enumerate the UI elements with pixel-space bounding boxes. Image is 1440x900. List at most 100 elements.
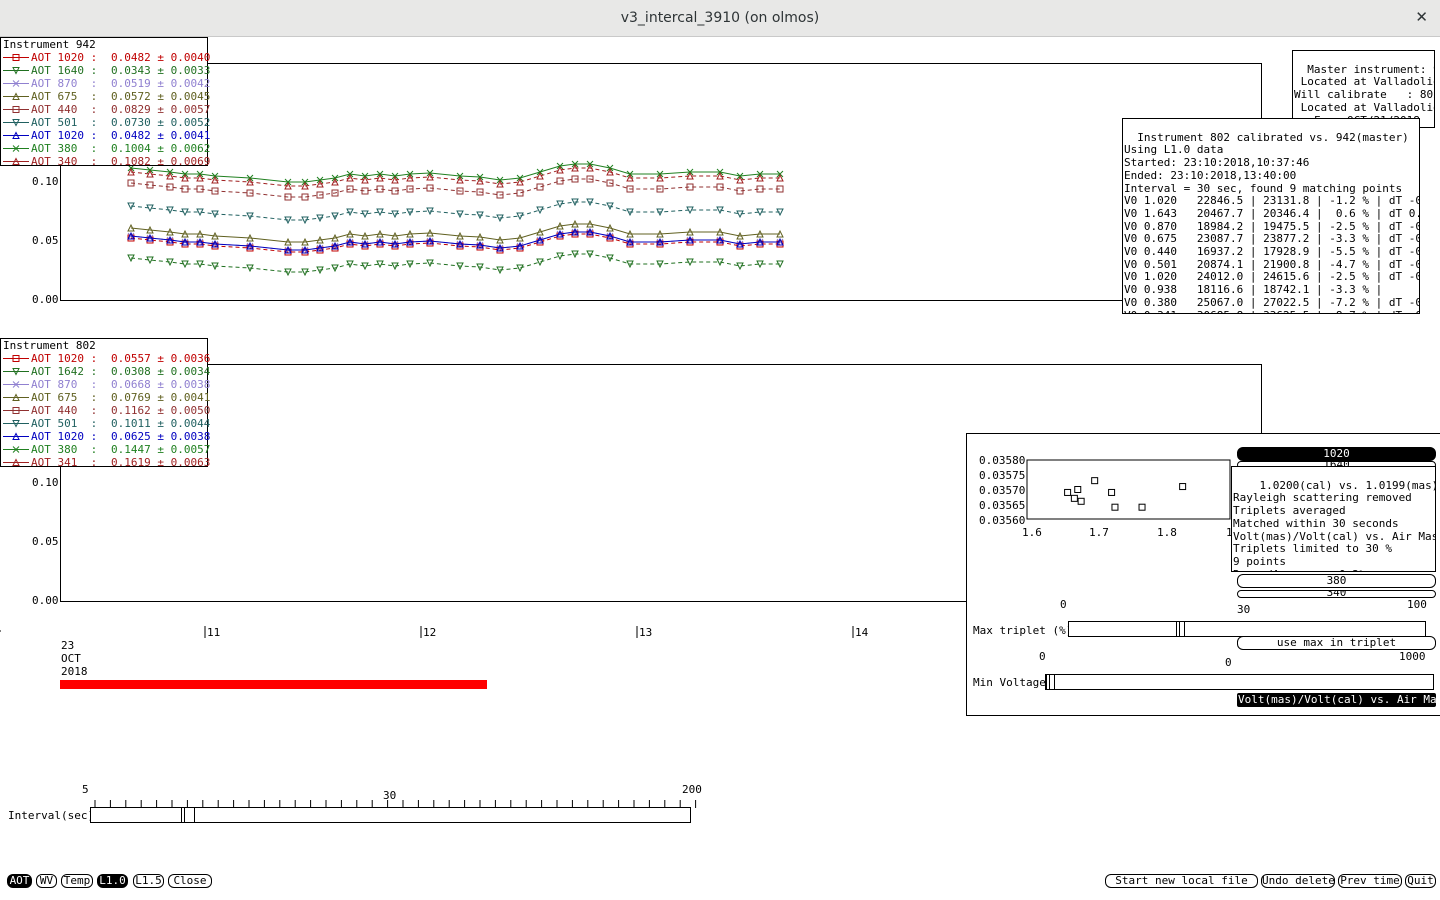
max-triplet-slider-handle[interactable] [1175,622,1185,636]
time-tick-14: 14 [855,626,869,639]
top-series-point [776,208,784,217]
channel-380-button[interactable]: 380 [1237,574,1436,588]
close-button[interactable]: Close [168,874,212,888]
top-series-point [516,264,524,273]
top-series-point [756,260,764,269]
top-series-point [536,258,544,267]
scatter-point[interactable] [1179,483,1187,491]
interval-slider-handle[interactable] [180,808,195,822]
top-series-point [146,225,154,234]
time-tick-11: 11 [207,626,221,639]
top-series-point [127,231,135,240]
top-series-point [211,187,219,195]
top-series-point [331,189,339,197]
scatter-point[interactable] [1108,488,1116,496]
top-series-point [716,183,724,191]
top-series-point [496,214,504,223]
top-series-point [656,229,664,238]
channel-1020-button[interactable]: 1020 [1237,447,1436,461]
bottom-legend-marker [12,420,20,428]
time-selection-bar[interactable] [60,680,487,689]
min-voltage-slider[interactable] [1045,674,1434,690]
top-series-point [181,260,189,269]
scatter-point[interactable] [1064,488,1072,496]
scatter-point[interactable] [1077,497,1085,505]
top-series-point [346,237,354,246]
l10-button[interactable]: L1.0 [97,874,128,888]
top-series-point [284,193,292,201]
top-series-point [316,214,324,223]
use-max-in-triplet-button[interactable]: use max in triplet [1237,636,1436,650]
top-series-point [776,229,784,238]
calibration-summary-box: Instrument 802 calibrated vs. 942(master… [1122,118,1420,314]
scatter-point[interactable] [1091,477,1099,485]
temp-button[interactable]: Temp [61,874,93,888]
top-legend-marker [12,92,20,100]
top-series-line [130,201,780,221]
bottom-legend-entry: AOT 380 : 0.1447 ± 0.0057 [1,443,210,456]
top-series-point [361,262,369,271]
aot-button[interactable]: AOT [7,874,32,888]
top-series-point [181,173,189,182]
top-legend-value: 0.0572 ± 0.0045 [111,90,211,103]
top-series-point [246,212,254,221]
top-series-point [284,181,292,190]
channel-340-button[interactable]: 340 [1237,590,1436,598]
start-new-local-file-button[interactable]: Start new local file [1105,874,1258,888]
top-series-point [406,185,414,193]
plot-mode-button[interactable]: Volt(mas)/Volt(cal) vs. Air Mass [1237,693,1440,707]
top-legend-marker [12,54,20,61]
top-series-point [716,235,724,244]
top-series-point [626,237,634,246]
top-series-point [571,227,579,236]
top-series-point [686,206,694,215]
undo-delete-button[interactable]: Undo delete [1261,874,1335,888]
top-series-point [516,241,524,250]
quit-button[interactable]: Quit [1405,874,1436,888]
prev-time-button[interactable]: Prev time [1338,874,1402,888]
top-series-point [516,177,524,186]
top-series-point [456,187,464,195]
bottom-legend-entry: AOT 1642 : 0.0308 ± 0.0034 [1,365,210,378]
top-series-line [130,253,780,273]
top-legend-marker [12,145,20,152]
top-series-point [716,171,724,180]
airmass-scatter-plot[interactable] [967,434,1440,715]
time-tick-12: 12 [423,626,437,639]
top-series-point [376,208,384,217]
top-series-point [556,200,564,209]
top-series-point [736,231,744,240]
top-series-point [127,179,135,187]
top-legend-symbol [3,92,29,100]
top-legend-symbol [3,106,29,113]
top-series-point [456,262,464,271]
top-series-point [426,172,434,181]
scatter-point[interactable] [1111,503,1119,511]
top-series-point [211,231,219,240]
bottom-legend-symbol [3,393,29,401]
top-series-point [376,229,384,238]
bottom-legend-entry: AOT 501 : 0.1011 ± 0.0044 [1,417,210,430]
top-series-point [426,184,434,192]
scatter-point[interactable] [1070,494,1078,502]
top-series-point [476,232,484,241]
interval-slider[interactable] [90,807,691,823]
min-voltage-max: 1000 [1399,650,1426,663]
top-legend-name: AOT 675 : [31,90,98,103]
bottom-legend-entry: AOT 440 : 0.1162 ± 0.0050 [1,404,210,417]
scatter-point[interactable] [1074,486,1082,493]
top-series-point [626,208,634,217]
top-legend-marker [12,80,20,87]
top-series-point [331,212,339,221]
scatter-point[interactable] [1138,503,1146,511]
l15-button[interactable]: L1.5 [133,874,164,888]
min-voltage-slider-handle[interactable] [1046,675,1055,689]
close-window-icon[interactable]: ✕ [1415,8,1428,26]
wv-button[interactable]: WV [36,874,57,888]
date-day: 23 [61,639,75,652]
bottom-legend-name: AOT 501 : [31,417,98,430]
top-ytick-000: 0.00 [32,293,59,306]
calibration-summary-text: Instrument 802 calibrated vs. 942(master… [1124,130,1419,313]
bottom-legend-title: Instrument 802 [3,339,96,352]
top-legend-entry: AOT 340 : 0.1082 ± 0.0069 [1,155,210,168]
